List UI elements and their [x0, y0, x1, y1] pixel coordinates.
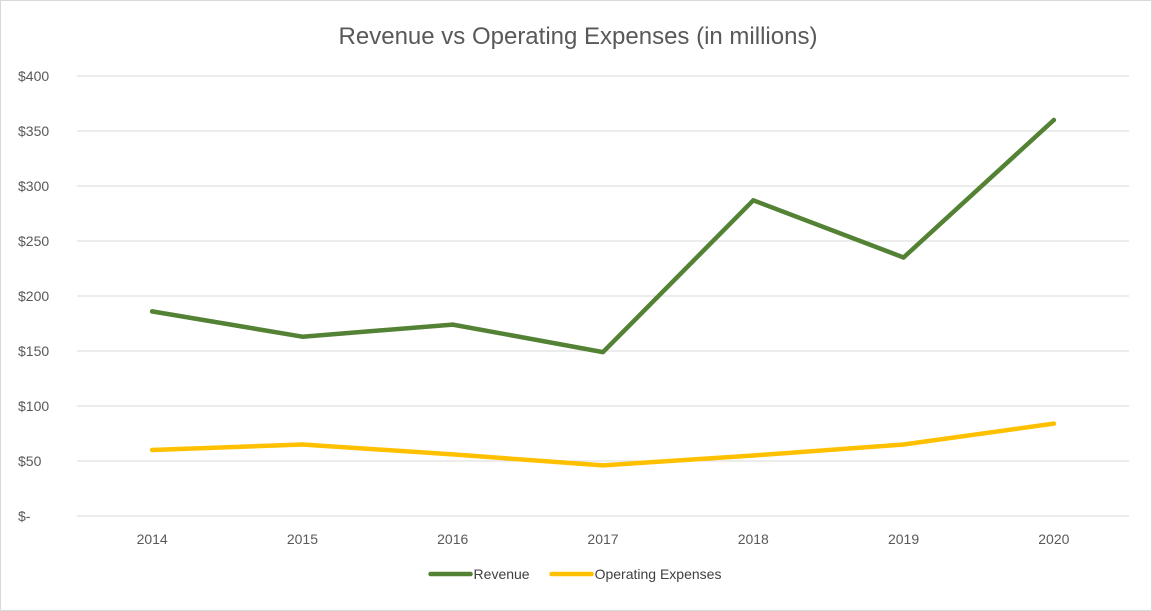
data-point — [300, 334, 305, 339]
data-point — [600, 349, 606, 355]
x-tick-label: 2017 — [587, 531, 618, 547]
y-tick-label: $200 — [18, 288, 49, 304]
x-axis-tick-labels: 2014 2015 2016 2017 2018 2019 2020 — [137, 531, 1070, 547]
data-point — [450, 322, 455, 327]
y-tick-label: $- — [18, 508, 31, 524]
chart-title: Revenue vs Operating Expenses (in millio… — [339, 23, 818, 50]
series-lines — [149, 117, 1057, 468]
legend-item: Revenue — [428, 566, 530, 582]
x-tick-label: 2015 — [287, 531, 318, 547]
data-point — [600, 463, 606, 468]
y-tick-label: $100 — [18, 398, 49, 414]
series-line-revenue — [149, 117, 1057, 355]
data-point — [149, 447, 155, 453]
data-point — [149, 309, 155, 314]
data-point — [1051, 421, 1057, 426]
y-tick-label: $300 — [18, 178, 49, 194]
legend-label: Revenue — [474, 566, 530, 582]
y-tick-label: $400 — [18, 68, 49, 84]
data-point — [450, 452, 455, 457]
legend-item: Operating Expenses — [549, 566, 722, 582]
data-point — [901, 255, 906, 260]
x-tick-label: 2019 — [888, 531, 919, 547]
x-tick-label: 2020 — [1038, 531, 1069, 547]
legend: Revenue Operating Expenses — [428, 566, 722, 582]
y-tick-label: $350 — [18, 123, 49, 139]
data-point — [751, 198, 756, 203]
x-tick-label: 2018 — [738, 531, 769, 547]
gridlines — [77, 75, 1129, 517]
x-tick-label: 2016 — [437, 531, 468, 547]
data-point — [300, 442, 305, 447]
y-tick-label: $250 — [18, 233, 49, 249]
y-tick-label: $150 — [18, 343, 49, 359]
y-tick-label: $50 — [18, 453, 42, 469]
legend-label: Operating Expenses — [595, 566, 722, 582]
data-point — [751, 453, 756, 458]
data-point — [1051, 117, 1057, 123]
data-point — [901, 442, 906, 447]
y-axis-tick-labels: $- $50 $100 $150 $200 $250 $300 $350 $400 — [18, 68, 49, 524]
series-line-operating-expenses — [149, 421, 1057, 468]
x-tick-label: 2014 — [137, 531, 168, 547]
